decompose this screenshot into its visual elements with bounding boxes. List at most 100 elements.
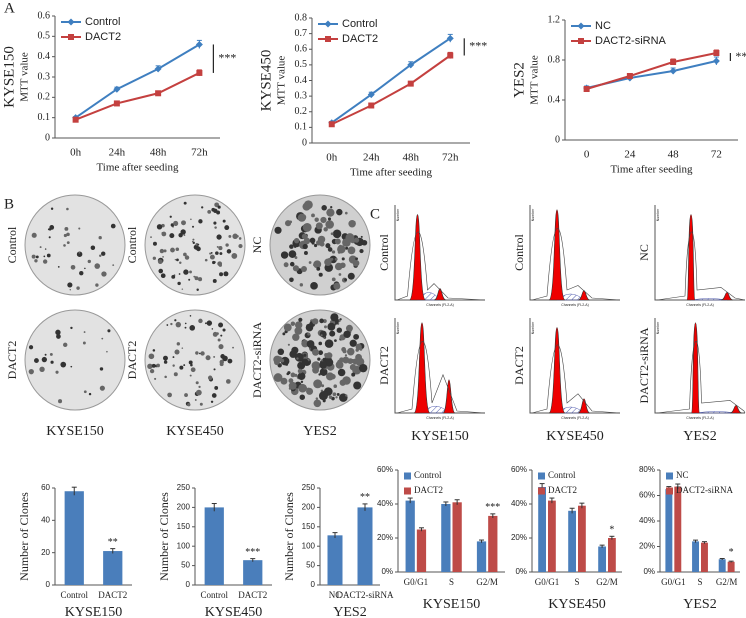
y-tick-label: 0.8 [548, 54, 561, 65]
colony [334, 238, 341, 245]
colony [175, 247, 180, 251]
colony [337, 245, 346, 254]
colony [308, 261, 312, 264]
bar [416, 529, 427, 572]
series-line [331, 37, 451, 124]
y-tick-label: 0% [381, 567, 393, 576]
colony [287, 371, 291, 375]
colony [232, 233, 238, 240]
flow-x-axis-label: Channels (FL2-A) [426, 416, 454, 420]
point-marker [669, 67, 677, 75]
colony [50, 360, 54, 364]
x-axis-label: Time after seeding [96, 162, 179, 174]
colony [334, 339, 337, 343]
colony [159, 248, 165, 254]
flow-axis [654, 205, 745, 301]
y-axis-label: MTT value [19, 52, 31, 102]
y-tick-label: 100 [177, 541, 191, 550]
colony [42, 259, 48, 264]
flow-axis [394, 205, 485, 301]
colony [326, 208, 335, 217]
colony [164, 375, 167, 379]
colony [280, 377, 288, 385]
colony [150, 236, 152, 239]
y-tick-label: 20% [639, 542, 655, 551]
colony [67, 282, 73, 288]
colony [289, 244, 294, 249]
colony [319, 330, 327, 338]
y-tick-label: 0.3 [38, 71, 51, 82]
colony [76, 251, 83, 257]
colony [179, 365, 184, 370]
colony [351, 372, 356, 377]
colony [349, 339, 357, 347]
y-tick-label: 40% [377, 499, 393, 508]
flow-g1-peak [548, 327, 566, 414]
colony [333, 282, 341, 290]
flow-s-phase [695, 411, 737, 414]
colony [283, 262, 289, 268]
legend-label: NC [676, 470, 689, 480]
colony [238, 237, 242, 240]
flow-g2-peak [442, 379, 456, 414]
y-tick-label: 0.7 [295, 28, 308, 39]
significance-label: ** [108, 537, 118, 548]
colony [297, 368, 303, 374]
colony [288, 387, 292, 390]
colony [352, 365, 362, 375]
colony [169, 233, 175, 239]
significance-label: * [609, 525, 614, 536]
colony [287, 343, 290, 346]
colony [323, 227, 328, 232]
colony [218, 246, 223, 251]
colony [321, 205, 327, 211]
colony [99, 254, 102, 257]
flow-x-axis-label: Channels (FL2-A) [426, 303, 454, 307]
colony [219, 252, 223, 256]
legend-label: DACT2-siRNA [676, 485, 734, 495]
colony [184, 326, 187, 329]
colony [192, 225, 195, 228]
bar [441, 504, 451, 572]
colony [355, 257, 359, 261]
bar [405, 500, 415, 572]
significance-label: ** [360, 492, 370, 503]
chart-title: KYSE150 [423, 597, 481, 612]
colony [87, 259, 91, 264]
colony [149, 368, 155, 374]
colony [28, 369, 34, 375]
colony [319, 241, 325, 247]
colony [222, 355, 228, 362]
colony [198, 385, 201, 388]
colony [332, 229, 342, 239]
flow-g1-peak [413, 322, 431, 414]
colony [174, 259, 177, 261]
colony [333, 384, 338, 388]
flow-g1-peak [409, 214, 426, 301]
legend-marker [67, 18, 75, 26]
colony-dish [144, 309, 246, 411]
colony [63, 233, 67, 238]
colony [314, 217, 319, 222]
colony [194, 276, 197, 278]
colony [321, 390, 328, 397]
point-marker [72, 116, 79, 123]
colony [318, 341, 323, 346]
flow-condition-label: DACT2 [512, 346, 526, 385]
point-marker [407, 61, 415, 69]
colony [99, 367, 104, 371]
colony [194, 399, 197, 401]
colony [189, 325, 196, 331]
colony [330, 313, 339, 322]
colony [198, 277, 203, 282]
colony [274, 226, 282, 234]
legend-label: DACT2 [548, 485, 577, 495]
colony [173, 372, 178, 377]
colony [359, 361, 363, 365]
x-tick-label: 0h [70, 147, 82, 159]
x-tick-label: 0 [584, 149, 590, 161]
y-tick-label: 250 [302, 483, 316, 492]
colony [78, 251, 81, 254]
colony [297, 372, 306, 381]
colony [217, 261, 223, 267]
